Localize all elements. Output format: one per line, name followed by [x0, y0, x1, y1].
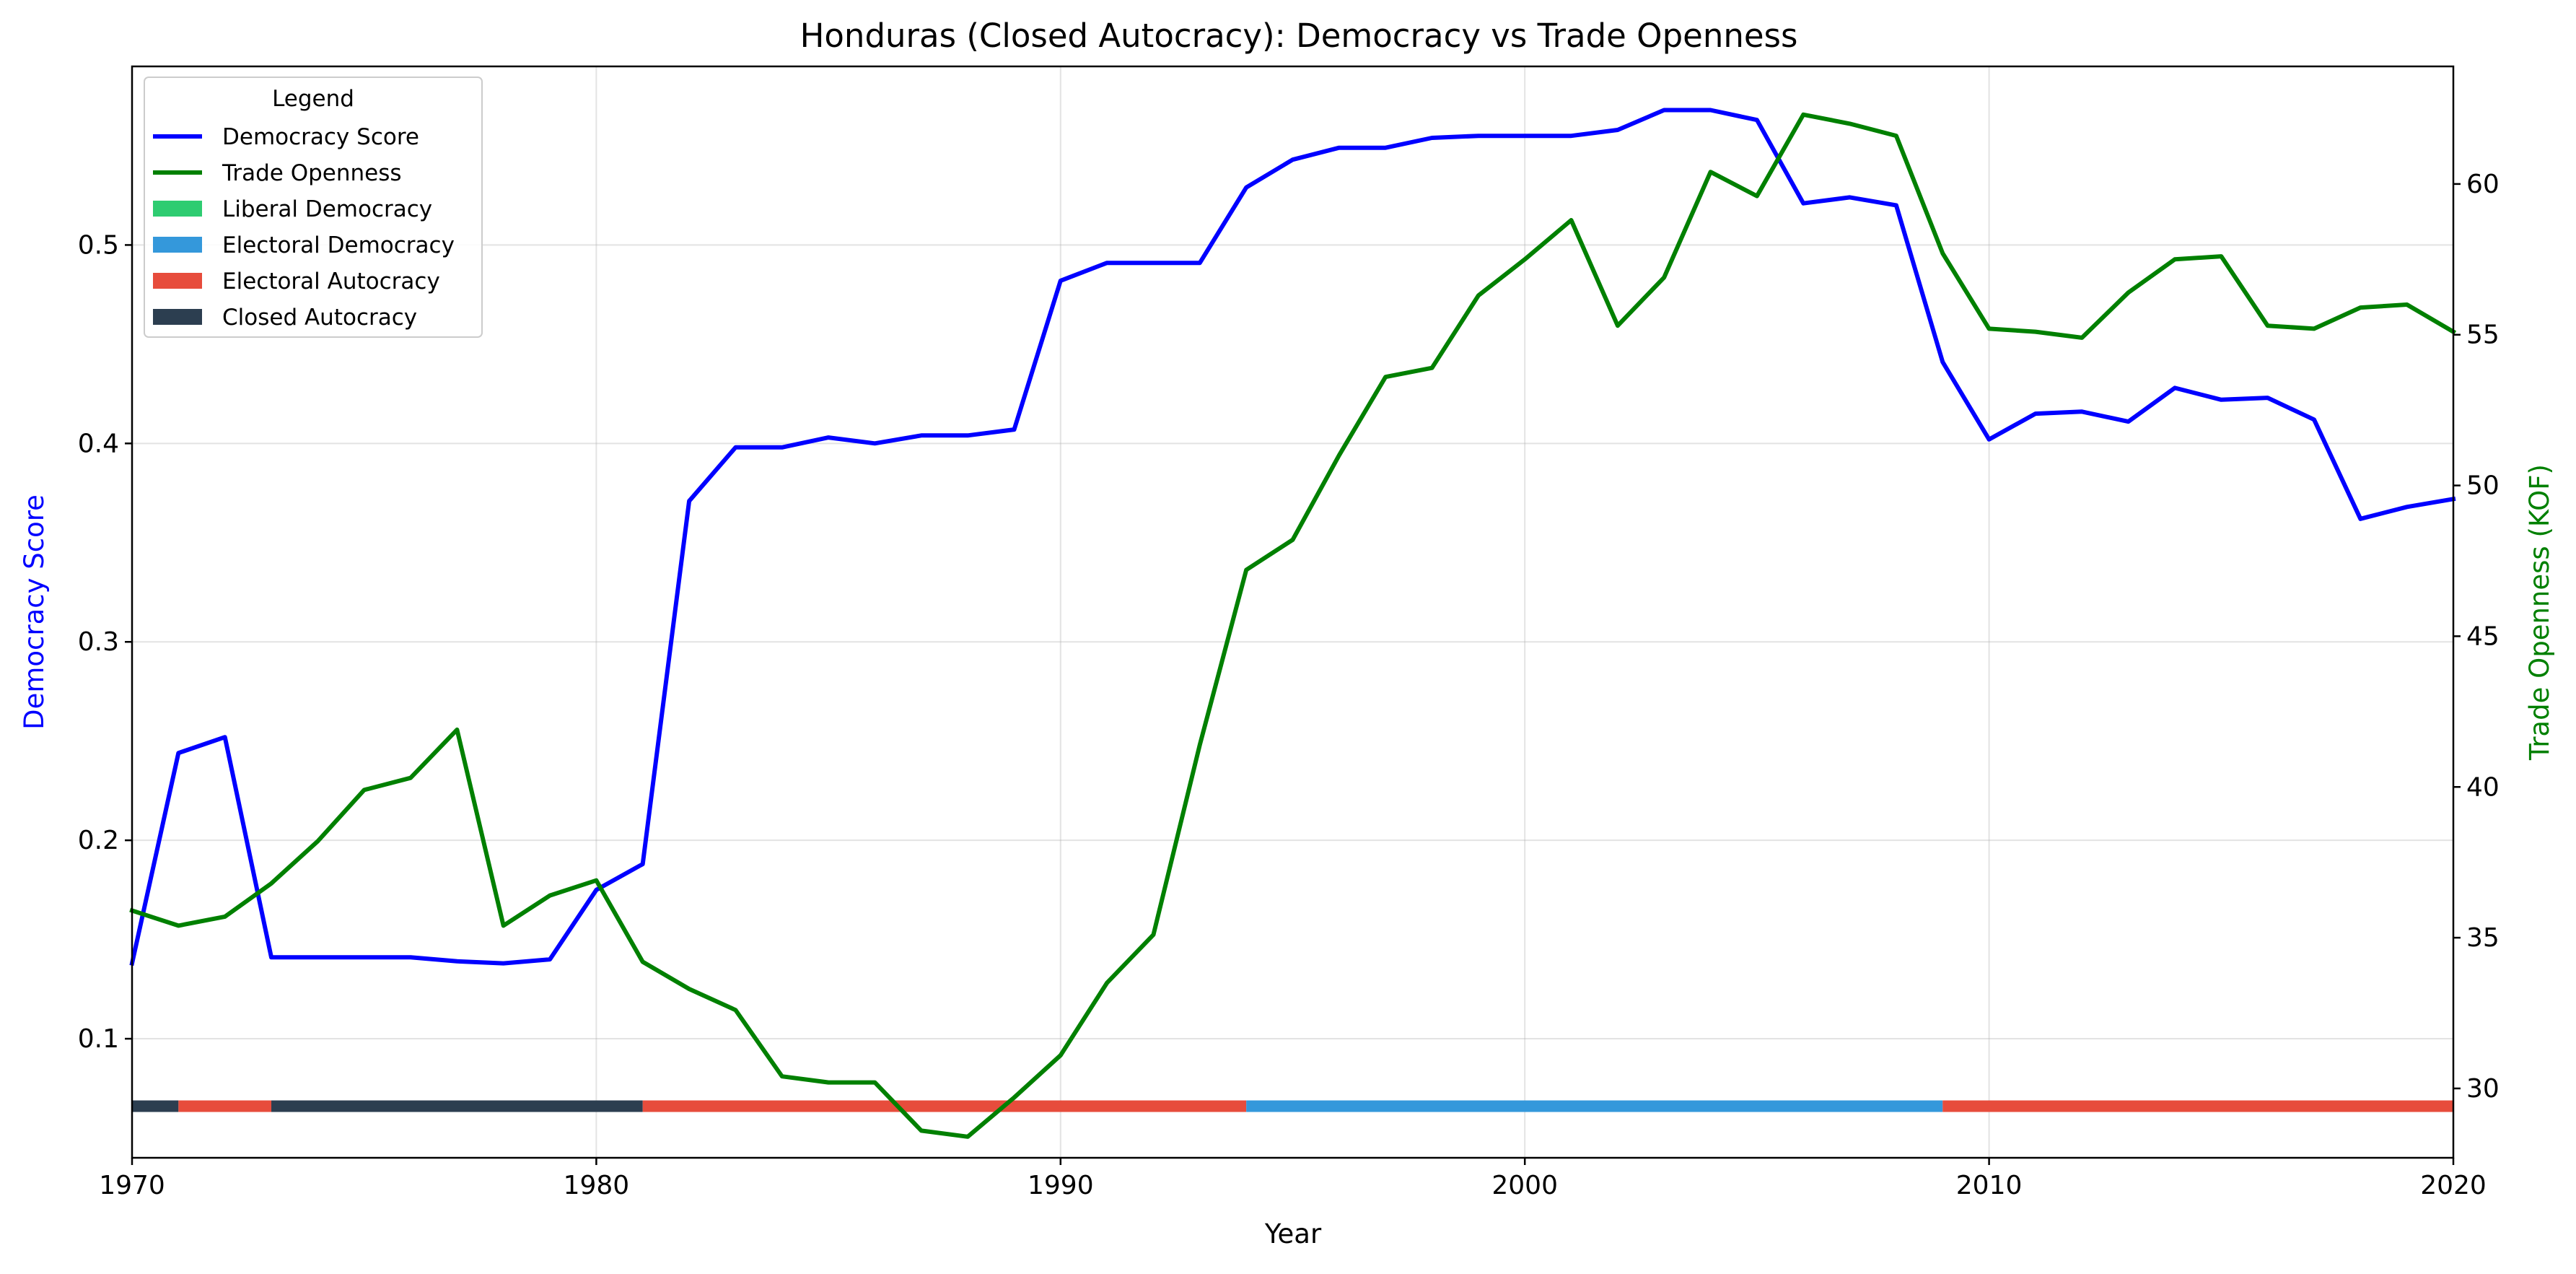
x-tick-label: 1970 [99, 1171, 165, 1200]
y-axis-right: 30 35 40 45 50 55 60 [2453, 170, 2500, 1104]
x-tick-label: 2010 [1956, 1171, 2023, 1200]
legend-label: Electoral Democracy [222, 232, 455, 258]
legend-label: Trade Openness [222, 160, 402, 186]
y-right-tick-label: 35 [2466, 923, 2500, 953]
y-axis-right-title: Trade Openness (KOF) [2524, 464, 2555, 761]
y-right-tick-label: 30 [2466, 1074, 2500, 1104]
x-tick-label: 1990 [1028, 1171, 1094, 1200]
x-tick-label: 2000 [1491, 1171, 1558, 1200]
legend-swatch-patch [153, 201, 202, 217]
legend-label: Democracy Score [222, 124, 419, 150]
legend-label: Liberal Democracy [222, 196, 432, 222]
y-right-tick-label: 60 [2466, 170, 2500, 199]
y-right-tick-label: 55 [2466, 320, 2500, 350]
legend-swatch-patch [153, 309, 202, 325]
y-left-tick-label: 0.5 [78, 230, 119, 260]
x-axis: 1970 1980 1990 2000 2010 2020 [99, 1158, 2487, 1200]
y-right-tick-label: 40 [2466, 772, 2500, 802]
y-left-tick-label: 0.3 [78, 627, 119, 657]
legend-swatch-patch [153, 237, 202, 253]
y-axis-left: 0.1 0.2 0.3 0.4 0.5 [78, 230, 132, 1054]
plot-frame [131, 65, 2455, 1159]
x-tick-label: 1980 [564, 1171, 630, 1200]
legend-box [144, 77, 483, 338]
series-lines [129, 108, 2457, 1139]
x-axis-title: Year [1264, 1218, 1322, 1249]
y-left-tick-label: 0.2 [78, 826, 119, 855]
legend-title: Legend [272, 86, 354, 112]
y-left-tick-label: 0.4 [78, 429, 119, 458]
y-right-tick-label: 45 [2466, 621, 2500, 651]
legend-swatch-patch [153, 273, 202, 289]
legend-label: Electoral Autocracy [222, 269, 440, 294]
regime-segment [642, 1100, 1247, 1112]
chart-title: Honduras (Closed Autocracy): Democracy v… [800, 17, 1798, 55]
y-left-tick-label: 0.1 [78, 1024, 119, 1054]
legend-label: Closed Autocracy [222, 305, 417, 331]
regime-segment [271, 1100, 643, 1112]
regime-bar [132, 1100, 2453, 1112]
regime-segment [1942, 1100, 2453, 1112]
democracy-score-line [129, 108, 2456, 967]
y-right-tick-label: 50 [2466, 471, 2500, 501]
y-axis-left-title: Democracy Score [19, 494, 50, 730]
regime-segment [1246, 1100, 1943, 1112]
regime-segment [132, 1100, 179, 1112]
grid [131, 66, 2454, 1158]
trade-openness-line [129, 112, 2457, 1139]
x-tick-label: 2020 [2420, 1171, 2487, 1200]
regime-segment [178, 1100, 272, 1112]
legend: Legend Democracy Score Trade Openness Liber… [144, 77, 483, 338]
